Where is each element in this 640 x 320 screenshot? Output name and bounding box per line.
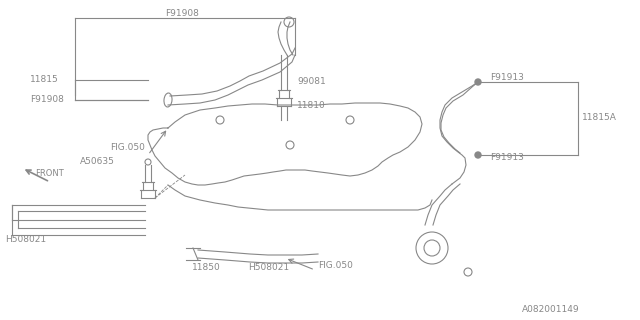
Text: FIG.050: FIG.050 — [110, 143, 145, 153]
Text: H508021: H508021 — [248, 263, 289, 273]
Circle shape — [346, 116, 354, 124]
Circle shape — [284, 17, 294, 27]
Ellipse shape — [164, 93, 172, 107]
Circle shape — [475, 152, 481, 158]
Text: H508021: H508021 — [5, 236, 46, 244]
Text: FRONT: FRONT — [35, 170, 64, 179]
Text: 11810: 11810 — [297, 101, 326, 110]
Text: 99081: 99081 — [297, 77, 326, 86]
Text: 11815: 11815 — [30, 76, 59, 84]
Circle shape — [416, 232, 448, 264]
Text: F91908: F91908 — [165, 10, 199, 19]
Text: A082001149: A082001149 — [522, 306, 580, 315]
Circle shape — [424, 240, 440, 256]
Text: FIG.050: FIG.050 — [318, 260, 353, 269]
Text: F91908: F91908 — [30, 95, 64, 105]
Circle shape — [464, 268, 472, 276]
Text: F91913: F91913 — [490, 154, 524, 163]
Circle shape — [286, 141, 294, 149]
Text: 11815A: 11815A — [582, 114, 617, 123]
Circle shape — [145, 159, 151, 165]
Circle shape — [475, 79, 481, 85]
Text: F91913: F91913 — [490, 74, 524, 83]
Text: A50635: A50635 — [80, 157, 115, 166]
Circle shape — [216, 116, 224, 124]
Text: 11850: 11850 — [192, 263, 221, 273]
